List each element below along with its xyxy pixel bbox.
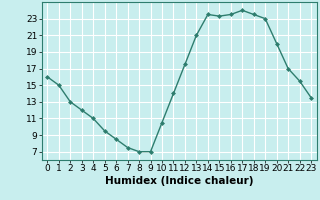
X-axis label: Humidex (Indice chaleur): Humidex (Indice chaleur): [105, 176, 253, 186]
